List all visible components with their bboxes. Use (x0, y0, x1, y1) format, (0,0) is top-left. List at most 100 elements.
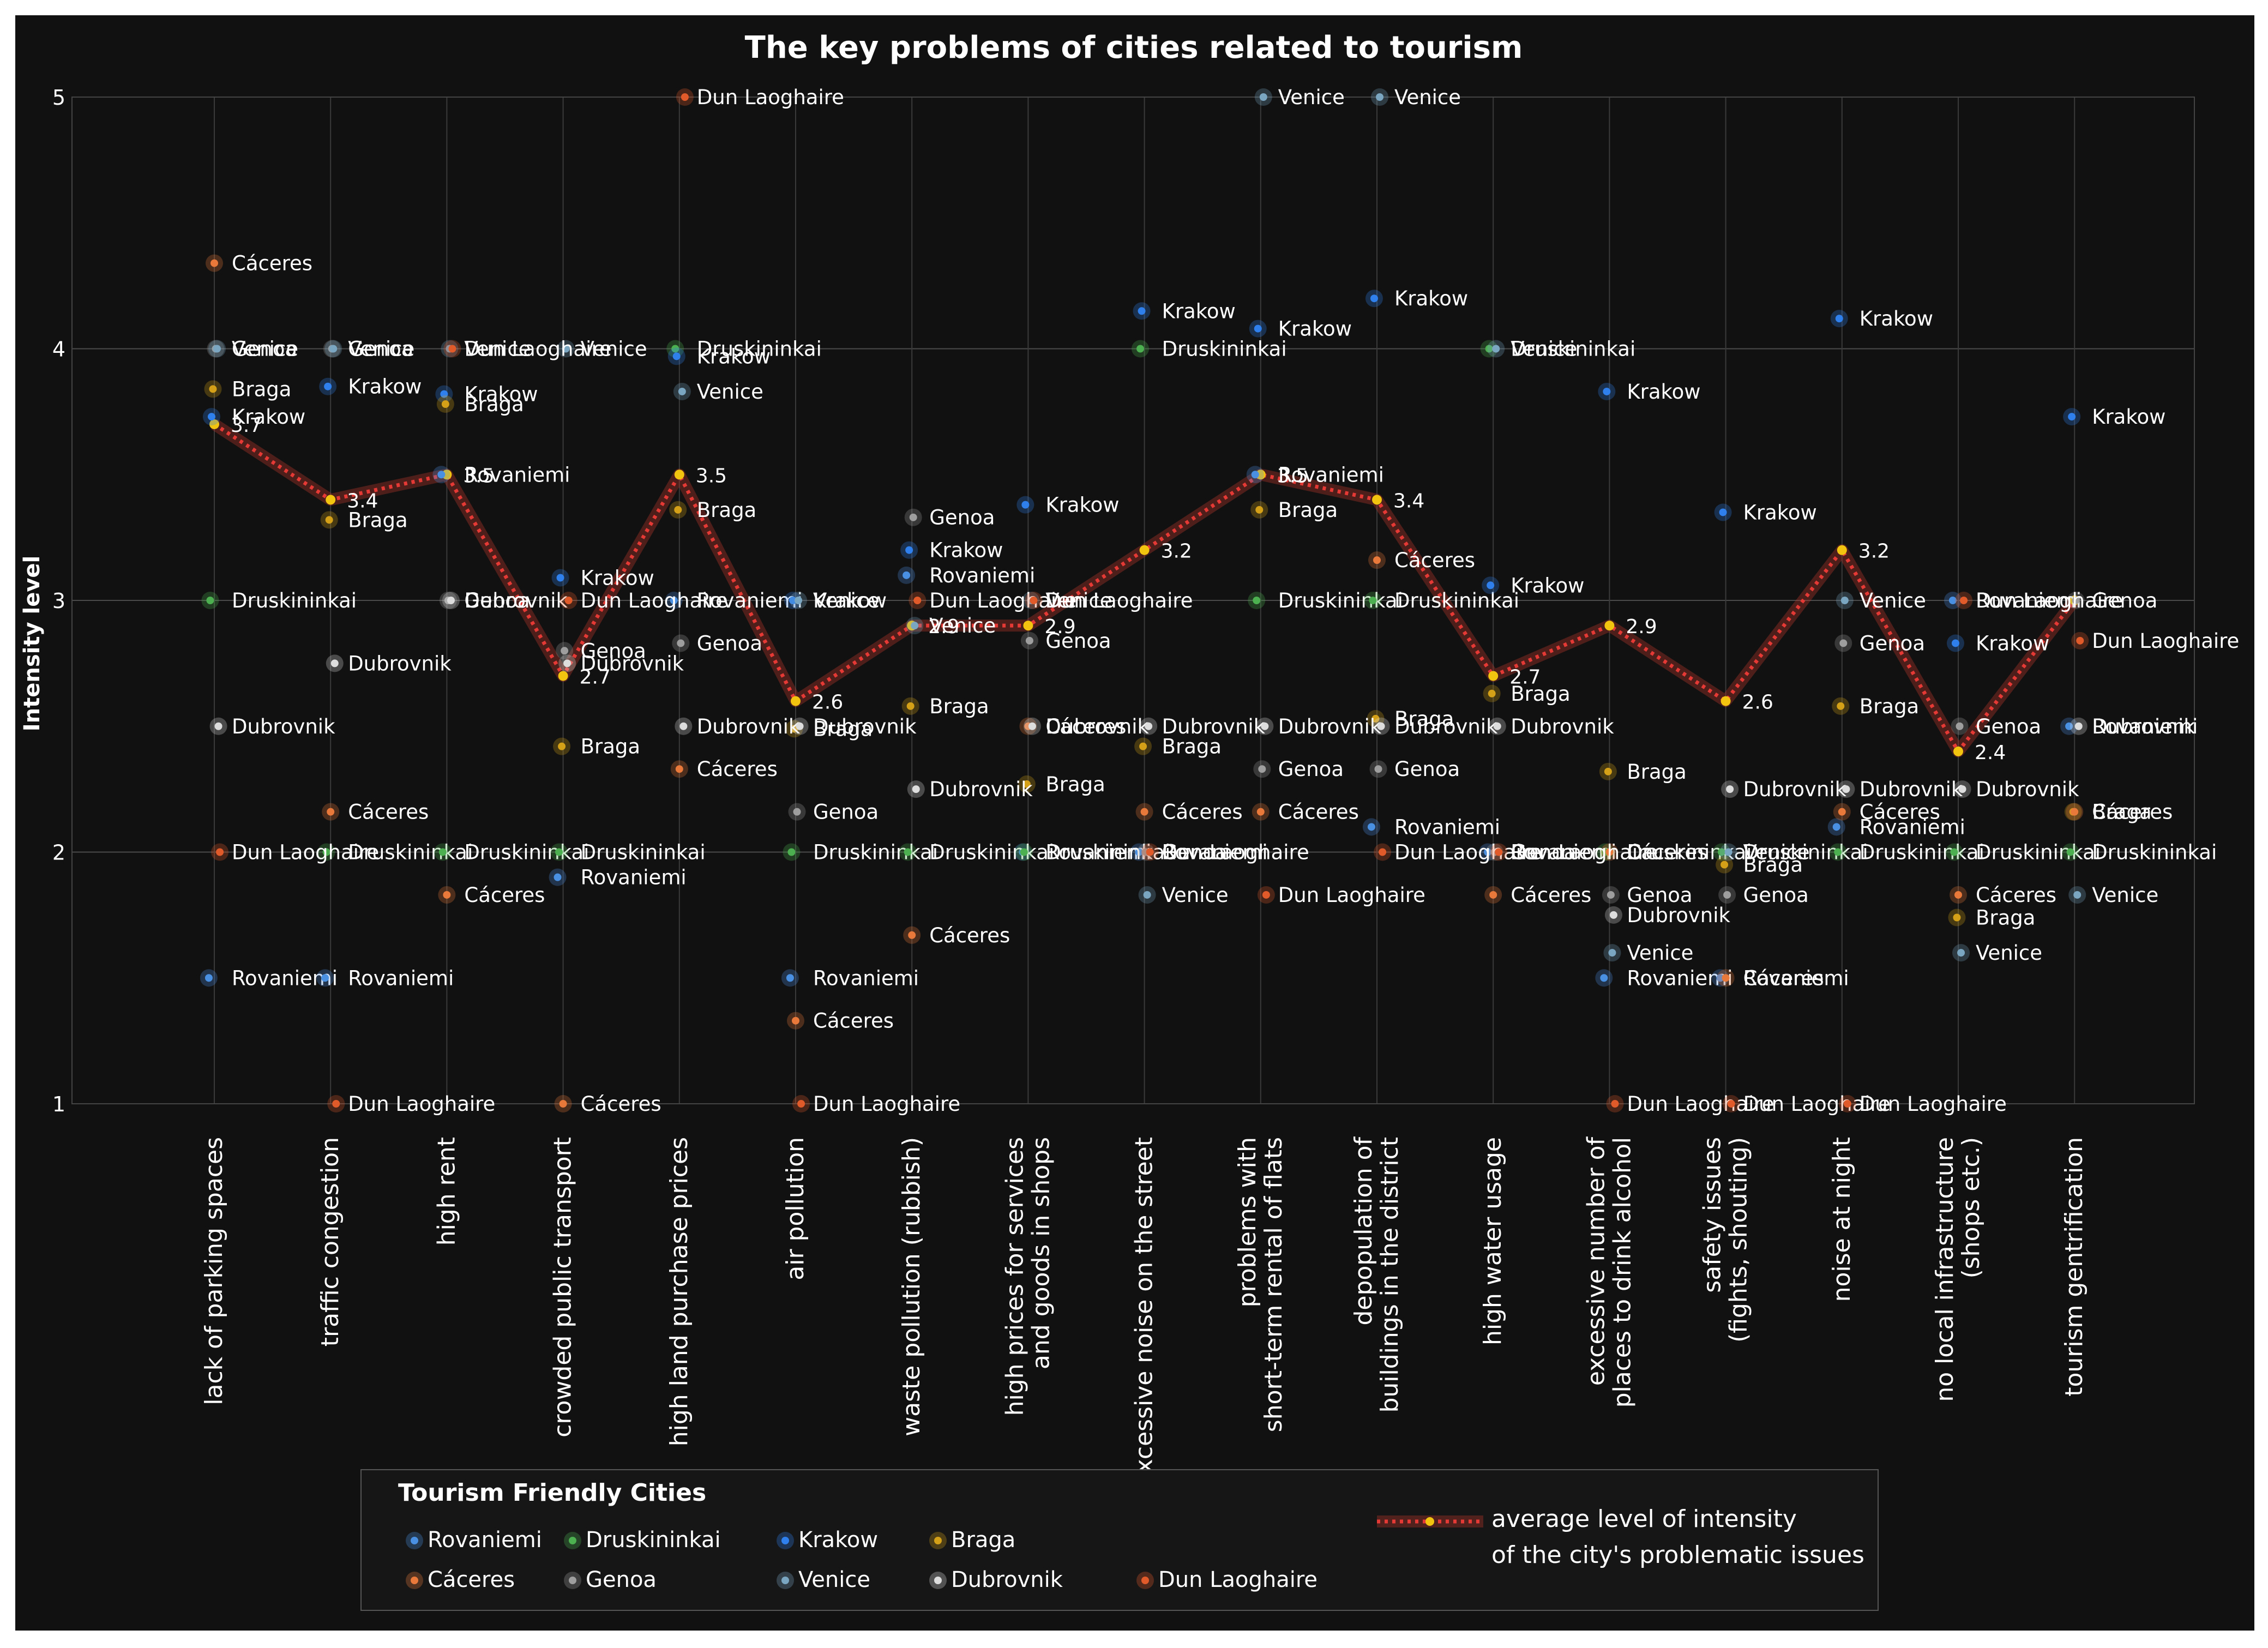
data-label: Dubrovnik (1162, 715, 1266, 738)
y-axis-label: Intensity level (20, 556, 45, 731)
data-point (214, 722, 222, 730)
data-point (1600, 974, 1608, 982)
legend-entry-label: Dun Laoghaire (1158, 1567, 1318, 1592)
data-point (555, 848, 563, 856)
data-label: Genoa (232, 338, 297, 361)
data-point (1262, 891, 1270, 899)
data-label: Dubrovnik (1045, 715, 1149, 738)
data-label: Dun Laoghaire (581, 589, 728, 612)
data-point (1838, 808, 1846, 816)
data-label: Venice (1860, 589, 1926, 612)
data-point (1251, 471, 1259, 479)
data-label: Dubrovnik (929, 778, 1033, 801)
data-point (1369, 597, 1377, 604)
data-label: Druskininkai (697, 338, 822, 361)
data-label: Genoa (1278, 757, 1344, 781)
data-point (210, 259, 218, 267)
average-point (1953, 746, 1963, 756)
x-tick-label-line: high land purchase prices (665, 1137, 693, 1446)
data-label: Cáceres (232, 252, 312, 275)
legend-entry-label: Genoa (586, 1567, 657, 1592)
data-point (2073, 891, 2081, 899)
legend-marker (569, 1577, 576, 1584)
data-label: Rovaniemi (464, 463, 570, 486)
data-label: Dubrovnik (232, 715, 335, 738)
average-point (1604, 621, 1615, 631)
data-point (438, 848, 447, 856)
data-point (786, 974, 794, 982)
data-point (1135, 848, 1143, 856)
x-tick-labels: lack of parking spaces traffic congestion… (200, 1136, 2088, 1488)
data-point (556, 574, 564, 582)
data-label: Krakow (1162, 299, 1236, 323)
data-label: Genoa (697, 631, 762, 655)
data-point (2072, 597, 2080, 604)
data-point (558, 742, 566, 750)
data-point (678, 387, 686, 395)
data-label: Rovaniemi (813, 966, 919, 990)
x-tick-label: crowded public transport (549, 1137, 577, 1438)
data-label: Cáceres (1860, 801, 1940, 824)
data-point (905, 546, 913, 554)
data-point (1957, 949, 1965, 957)
data-point (672, 352, 681, 360)
data-label: Cáceres (1743, 966, 1824, 990)
x-tick-label-line: (shops etc.) (1957, 1137, 1985, 1278)
x-tick-label: high rent (432, 1137, 460, 1246)
data-point (1020, 848, 1028, 856)
data-point (1021, 501, 1030, 509)
x-tick-label: high land purchase prices (665, 1137, 693, 1446)
average-point (1255, 470, 1266, 480)
data-label: Druskininkai (581, 841, 706, 864)
data-label: Rovaniemi (1976, 589, 2081, 612)
data-point (1956, 722, 1964, 730)
data-point (1485, 345, 1493, 353)
x-tick-label-line: air pollution (781, 1137, 809, 1280)
data-label: Rovaniemi (348, 966, 454, 990)
data-point (1254, 324, 1262, 333)
average-data-label: 2.9 (1044, 616, 1075, 638)
data-point (1950, 848, 1958, 856)
x-tick-label-line: buildings in the district (1376, 1137, 1404, 1413)
data-point (443, 891, 451, 899)
x-tick-label: traffic congestion (316, 1137, 344, 1346)
data-point (1143, 891, 1151, 899)
average-data-label: 3.2 (1858, 540, 1890, 563)
data-point (1370, 294, 1378, 303)
x-tick-label-line: tourism gentrification (2060, 1137, 2088, 1397)
data-point (1493, 722, 1501, 730)
data-label: Genoa (1627, 883, 1692, 907)
x-tick-label-line: lack of parking spaces (200, 1137, 228, 1405)
data-point (1722, 974, 1730, 982)
data-label: Dun Laoghaire (813, 1092, 960, 1116)
data-point (324, 382, 332, 390)
legend-entry-label: Cáceres (428, 1567, 515, 1592)
data-point (437, 471, 446, 479)
data-point (789, 597, 797, 604)
data-label: Krakow (2092, 405, 2165, 429)
data-point (332, 1100, 340, 1108)
data-label: Braga (1162, 735, 1222, 759)
data-label: Rovaniemi (1511, 841, 1616, 864)
data-point (1373, 556, 1381, 564)
data-label: Venice (1743, 841, 1810, 864)
data-point (1723, 891, 1731, 899)
data-label: Cáceres (581, 1092, 661, 1116)
data-label: Druskininkai (1976, 841, 2101, 864)
data-point (2074, 722, 2083, 730)
data-label: Krakow (1511, 574, 1584, 597)
data-label: Krakow (697, 345, 771, 368)
x-tick-label-line: excessive noise on the street (1130, 1137, 1158, 1488)
data-label: Venice (581, 338, 647, 361)
data-label: Druskininkai (1278, 589, 1403, 612)
data-point (1954, 891, 1962, 899)
data-point (1377, 722, 1385, 730)
data-label: Druskininkai (1743, 841, 1868, 864)
data-point (1495, 848, 1503, 856)
data-point (213, 345, 221, 353)
legend-marker (411, 1577, 418, 1584)
data-point (681, 93, 689, 101)
data-point (1727, 1100, 1735, 1108)
chart-title: The key problems of cities related to to… (745, 30, 1523, 65)
